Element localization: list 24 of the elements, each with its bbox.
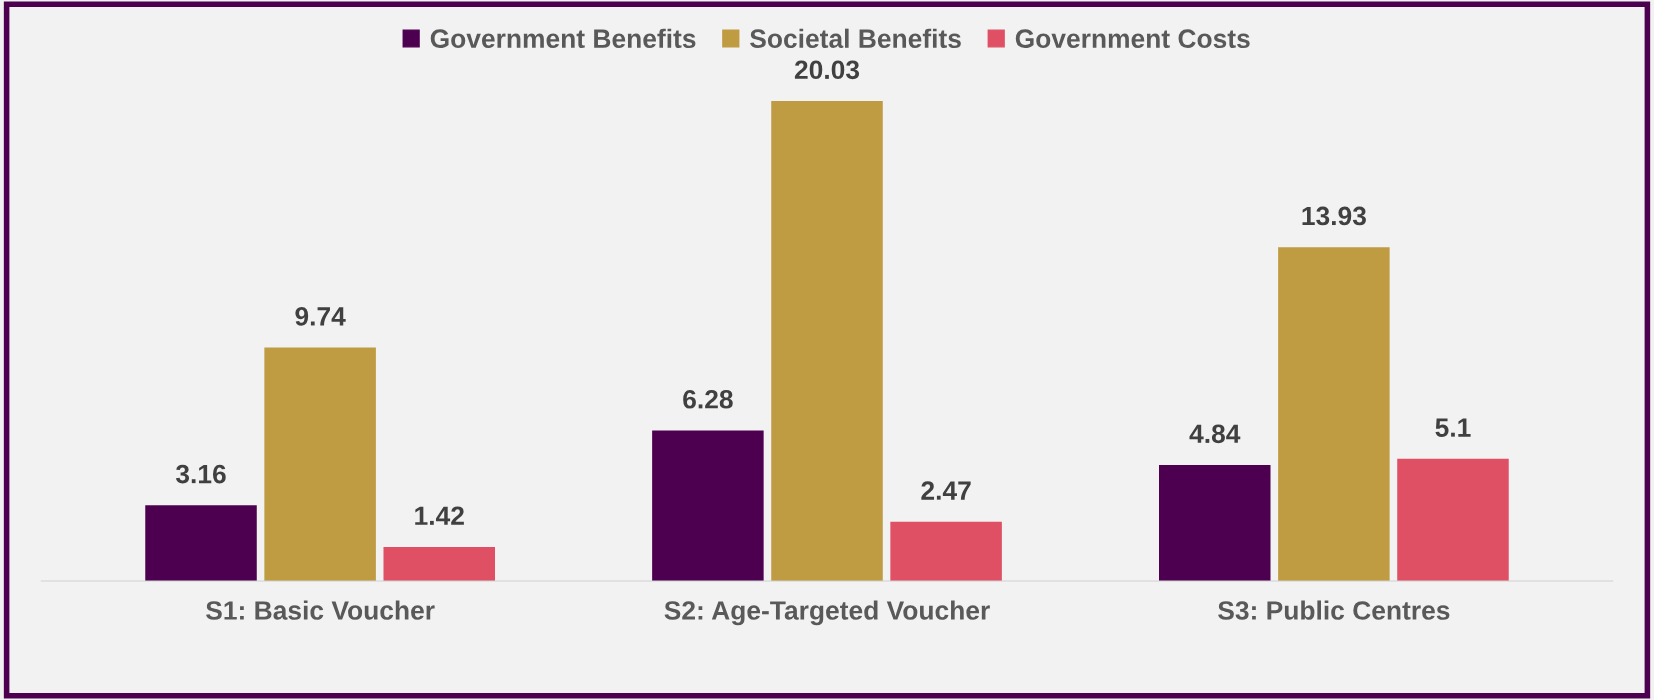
data-label: 1.42 (415, 506, 464, 525)
legend-label: Societal Benefits (750, 28, 961, 49)
data-label: 20.03 (794, 60, 860, 80)
bar (771, 101, 883, 581)
x-tick-label: S1: Basic Voucher (206, 600, 435, 620)
bar (652, 430, 764, 581)
bar (1278, 247, 1390, 581)
legend-label: Government Benefits (430, 28, 696, 49)
data-label: 5.1 (1435, 418, 1471, 437)
bar (383, 546, 495, 581)
data-label: 4.84 (1189, 424, 1241, 444)
data-label: 2.47 (921, 481, 971, 500)
bar (1397, 458, 1509, 581)
data-label: 3.16 (175, 464, 226, 484)
x-tick-label: S3: Public Centres (1218, 600, 1450, 620)
legend-label: Government Costs (1015, 29, 1250, 49)
x-tick-label: S2: Age-Targeted Voucher (664, 600, 990, 626)
data-label: 6.28 (683, 389, 733, 409)
data-label: 9.74 (295, 307, 346, 326)
bar (1159, 465, 1271, 581)
bar (890, 521, 1002, 581)
data-label: 13.93 (1302, 206, 1366, 226)
bar (145, 505, 257, 581)
bar (264, 347, 376, 581)
